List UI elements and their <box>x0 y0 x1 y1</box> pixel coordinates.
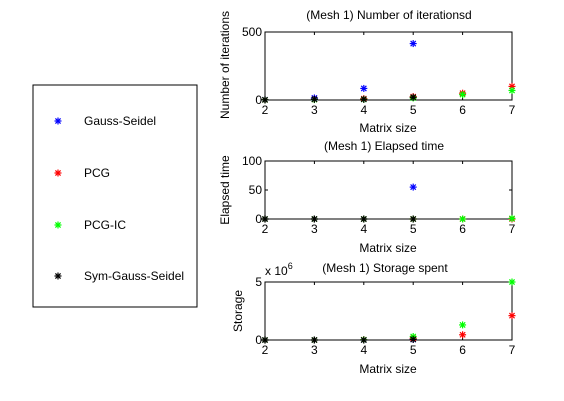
x-tick-label: 4 <box>360 103 367 117</box>
y-tick-label: 500 <box>242 25 262 39</box>
x-tick-label: 6 <box>459 103 466 117</box>
plot-area <box>264 281 513 341</box>
plot-area <box>264 160 513 220</box>
plot-area <box>264 31 513 101</box>
x-axis-label: Matrix size <box>359 121 417 135</box>
data-point-pcg-ic <box>508 86 516 94</box>
data-point-sym-gauss-seidel <box>310 95 318 103</box>
data-point-sym-gauss-seidel <box>310 336 318 344</box>
x-tick-label: 3 <box>311 222 318 236</box>
y-axis-label: Storage <box>231 290 245 332</box>
subplot-storage: (Mesh 1) Storage spent Storage Matrix si… <box>231 261 516 376</box>
data-point-pcg-ic <box>508 214 516 222</box>
chart-title: (Mesh 1) Elapsed time <box>324 139 444 153</box>
x-tick-label: 6 <box>459 343 466 357</box>
x-tick-label: 2 <box>262 222 269 236</box>
x-tick-label: 3 <box>311 343 318 357</box>
legend-box <box>32 84 198 308</box>
data-point-gauss-seidel <box>409 183 417 191</box>
y-tick-label: 5 <box>255 275 262 289</box>
chart-title: (Mesh 1) Storage spent <box>322 261 448 275</box>
data-point-sym-gauss-seidel <box>261 336 269 344</box>
data-point-sym-gauss-seidel <box>360 215 368 223</box>
y-axis-multiplier-exponent: 6 <box>288 261 293 271</box>
y-tick-label: 0 <box>255 93 262 107</box>
legend-marker <box>54 272 62 280</box>
legend-marker <box>54 169 62 177</box>
x-tick-label: 2 <box>262 343 269 357</box>
x-tick-label: 7 <box>509 103 516 117</box>
x-tick-label: 5 <box>410 343 417 357</box>
data-point-gauss-seidel <box>409 40 417 48</box>
x-tick-label: 5 <box>410 222 417 236</box>
y-axis-label: Number of iterations <box>218 11 232 119</box>
y-tick-label: 0 <box>255 212 262 226</box>
legend-label: PCG-IC <box>84 218 126 232</box>
legend-marker <box>54 221 62 229</box>
x-axis-label: Matrix size <box>359 241 417 255</box>
y-tick-label: 100 <box>242 154 262 168</box>
data-point-sym-gauss-seidel <box>409 335 417 343</box>
data-point-sym-gauss-seidel <box>261 96 269 104</box>
data-point-pcg-ic <box>508 278 516 286</box>
legend-label: Sym-Gauss-Seidel <box>84 269 184 283</box>
legend-marker <box>54 117 62 125</box>
legend: Gauss-Seidel PCG PCG-IC Sym-Gauss-Seidel <box>32 84 198 308</box>
chart-title: (Mesh 1) Number of iterationsd <box>306 8 471 22</box>
subplot-elapsed-time: (Mesh 1) Elapsed time Elapsed time Matri… <box>218 139 516 255</box>
y-tick-label: 50 <box>249 183 263 197</box>
data-point-gauss-seidel <box>360 84 368 92</box>
data-point-pcg-ic <box>459 91 467 99</box>
subplot-iterations: (Mesh 1) Number of iterationsd Number of… <box>218 8 516 135</box>
data-point-pcg <box>459 331 467 339</box>
x-axis-label: Matrix size <box>359 362 417 376</box>
data-point-sym-gauss-seidel <box>409 93 417 101</box>
x-tick-label: 7 <box>509 343 516 357</box>
legend-label: PCG <box>84 166 110 180</box>
y-tick-label: 0 <box>255 333 262 347</box>
data-point-sym-gauss-seidel <box>261 215 269 223</box>
x-tick-label: 5 <box>410 103 417 117</box>
data-point-sym-gauss-seidel <box>360 336 368 344</box>
data-point-pcg <box>508 312 516 320</box>
data-point-sym-gauss-seidel <box>409 215 417 223</box>
y-axis-multiplier: x 106 <box>265 261 293 278</box>
x-tick-label: 3 <box>311 103 318 117</box>
x-tick-label: 6 <box>459 222 466 236</box>
x-tick-label: 7 <box>509 222 516 236</box>
x-tick-label: 4 <box>360 222 367 236</box>
y-axis-label: Elapsed time <box>218 155 232 225</box>
data-point-pcg-ic <box>459 321 467 329</box>
legend-label: Gauss-Seidel <box>84 114 156 128</box>
data-point-sym-gauss-seidel <box>310 215 318 223</box>
data-point-sym-gauss-seidel <box>360 95 368 103</box>
x-tick-label: 4 <box>360 343 367 357</box>
data-point-pcg-ic <box>459 215 467 223</box>
x-tick-label: 2 <box>262 103 269 117</box>
